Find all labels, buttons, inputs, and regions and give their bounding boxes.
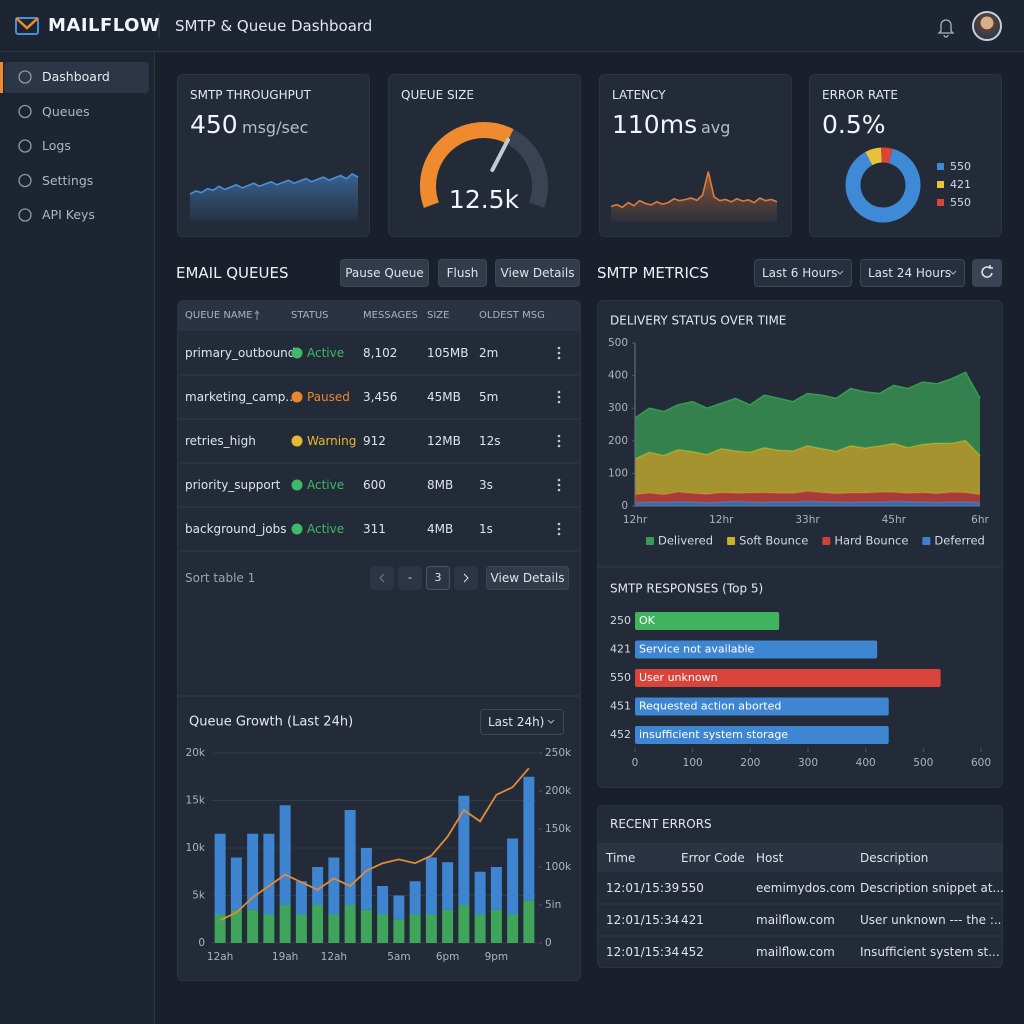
queue-name[interactable]: marketing_camp... xyxy=(185,390,297,404)
refresh-button[interactable] xyxy=(972,259,1002,287)
button-label: View Details xyxy=(490,571,565,585)
cell: 12:01/15:34 xyxy=(606,913,680,927)
column-header: STATUS xyxy=(291,310,329,321)
page-button[interactable] xyxy=(398,566,422,590)
queue-name[interactable]: priority_support xyxy=(185,478,281,492)
page-label: - xyxy=(408,571,412,584)
cell: eemimydos.com xyxy=(756,881,856,895)
nav-item[interactable]: API Keys xyxy=(42,207,95,222)
column-header: OLDEST MSG xyxy=(479,310,545,321)
column-header: Description xyxy=(860,851,929,865)
column-header: QUEUE NAME xyxy=(185,310,253,321)
brand: MAILFLOW xyxy=(48,15,161,36)
nav-item[interactable]: Dashboard xyxy=(42,69,110,84)
cell: 12:01/15:39 xyxy=(606,881,680,895)
cell: 912 xyxy=(363,434,386,448)
queue-name[interactable]: background_jobs xyxy=(185,522,287,536)
cell: 12:01/15:34 xyxy=(606,945,680,959)
cell: User unknown --- the :.. xyxy=(860,913,1002,927)
nav-active-bar xyxy=(0,62,3,93)
cell: 3s xyxy=(479,478,493,492)
dropdown-label: Last 24 Hours xyxy=(868,266,952,280)
page-label: 3 xyxy=(434,571,442,584)
cell: 421 xyxy=(681,913,704,927)
cell: 45MB xyxy=(427,390,461,404)
kpi-title: SMTP THROUGHPUT xyxy=(190,88,311,102)
column-header: SIZE xyxy=(427,310,450,321)
cell: mailflow.com xyxy=(756,913,835,927)
column-header: MESSAGES xyxy=(363,310,418,321)
dropdown[interactable] xyxy=(754,259,852,287)
card xyxy=(597,805,1003,968)
button-label: Pause Queue xyxy=(345,266,424,280)
table-header xyxy=(598,843,1002,872)
cell: 8MB xyxy=(427,478,454,492)
cell: 12MB xyxy=(427,434,461,448)
cell: 2m xyxy=(479,346,499,360)
column-header: Error Code xyxy=(681,851,745,865)
kpi-value: 110ms xyxy=(612,110,698,139)
button[interactable] xyxy=(486,566,569,590)
section-title: EMAIL QUEUES xyxy=(176,264,289,282)
cell: 8,102 xyxy=(363,346,398,360)
column-header: Host xyxy=(756,851,784,865)
dropdown[interactable] xyxy=(860,259,965,287)
queue-name[interactable]: retries_high xyxy=(185,434,256,448)
button[interactable] xyxy=(495,259,580,287)
nav-item[interactable]: Logs xyxy=(42,138,71,153)
cell: Insufficient system st... xyxy=(860,945,1000,959)
page-button[interactable] xyxy=(426,566,450,590)
cell: 12s xyxy=(479,434,501,448)
cell: 550 xyxy=(681,881,704,895)
button-label: View Details xyxy=(500,266,575,280)
cell: 3,456 xyxy=(363,390,398,404)
kpi-value: 450 xyxy=(190,110,238,139)
table-header xyxy=(178,301,580,331)
column-header: Time xyxy=(606,851,636,865)
nav-item[interactable]: Settings xyxy=(42,172,94,188)
kpi-title: ERROR RATE xyxy=(822,88,898,102)
kpi-title: LATENCY xyxy=(612,88,666,102)
dropdown-label: Last 6 Hours xyxy=(762,266,838,280)
section-title: RECENT ERRORS xyxy=(610,817,712,831)
cell: 5m xyxy=(479,390,499,404)
cell: Description snippet at... xyxy=(860,881,1004,895)
table-footer: Sort table 1 xyxy=(185,571,256,585)
kpi-value: 0.5% xyxy=(822,110,886,139)
dropdown[interactable] xyxy=(480,709,564,735)
cell: Active xyxy=(307,522,345,536)
button[interactable] xyxy=(340,259,429,287)
header-bar xyxy=(0,0,1024,52)
nav-item[interactable]: Queues xyxy=(42,103,90,119)
cell: Warning xyxy=(307,434,357,448)
cell: 311 xyxy=(363,522,386,536)
sidebar xyxy=(0,52,155,1024)
page-next[interactable] xyxy=(454,566,478,590)
cell: Active xyxy=(307,346,345,360)
cell: Active xyxy=(307,478,345,492)
dropdown-label: Last 24h) xyxy=(488,715,545,729)
kpi-title: QUEUE SIZE xyxy=(401,88,474,102)
cell: Paused xyxy=(307,390,350,404)
cell: mailflow.com xyxy=(756,945,835,959)
kpi-unit: avg xyxy=(701,118,731,137)
button[interactable] xyxy=(438,259,487,287)
cell: 105MB xyxy=(427,346,469,360)
page-title: SMTP & Queue Dashboard xyxy=(175,17,373,35)
queue-name[interactable]: primary_outbound xyxy=(185,346,296,360)
cell: 452 xyxy=(681,945,704,959)
card xyxy=(597,300,1003,788)
avatar[interactable] xyxy=(972,11,1002,41)
section-title: SMTP METRICS xyxy=(597,264,709,282)
kpi-unit: msg/sec xyxy=(242,118,309,137)
button-label: Flush xyxy=(446,266,479,280)
cell: 1s xyxy=(479,522,493,536)
cell: 600 xyxy=(363,478,386,492)
cell: 4MB xyxy=(427,522,454,536)
page-prev[interactable] xyxy=(370,566,394,590)
